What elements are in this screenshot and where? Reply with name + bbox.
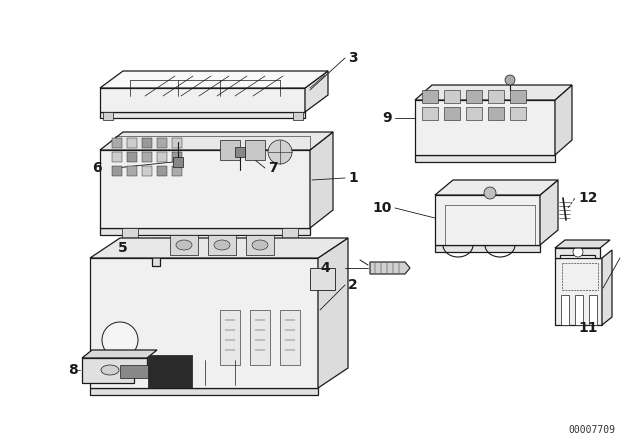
Polygon shape [82,350,157,358]
Text: 3: 3 [348,51,358,65]
Polygon shape [310,132,333,228]
Circle shape [102,322,138,358]
Polygon shape [172,166,182,176]
Polygon shape [112,166,122,176]
Polygon shape [540,180,558,245]
Ellipse shape [176,240,192,250]
Polygon shape [148,355,192,388]
Polygon shape [561,295,569,325]
Polygon shape [555,240,610,248]
Polygon shape [318,238,348,388]
Polygon shape [602,250,612,325]
Text: 10: 10 [372,201,392,215]
Polygon shape [444,90,460,103]
Polygon shape [127,152,137,162]
Circle shape [268,140,292,164]
Polygon shape [488,90,504,103]
Text: 00007709: 00007709 [568,425,615,435]
Polygon shape [422,107,438,120]
Polygon shape [100,228,310,235]
Polygon shape [415,100,555,155]
Text: 5: 5 [118,241,128,255]
Polygon shape [435,180,558,195]
Polygon shape [555,248,600,258]
Polygon shape [415,155,555,162]
Polygon shape [90,258,318,388]
Polygon shape [127,138,137,148]
Ellipse shape [214,240,230,250]
Polygon shape [310,268,335,290]
Polygon shape [142,138,152,148]
Polygon shape [435,195,540,245]
Polygon shape [100,112,305,118]
Text: 12: 12 [578,191,598,205]
Polygon shape [305,71,328,112]
Circle shape [505,75,515,85]
Polygon shape [127,166,137,176]
Polygon shape [245,140,265,160]
Polygon shape [510,107,526,120]
Polygon shape [112,138,122,148]
Polygon shape [208,235,236,255]
Polygon shape [510,90,526,103]
Polygon shape [157,166,167,176]
Ellipse shape [101,365,119,375]
Polygon shape [82,358,147,383]
Polygon shape [282,228,298,238]
Polygon shape [120,365,148,378]
Polygon shape [220,140,240,160]
Polygon shape [555,258,602,325]
Polygon shape [90,238,348,258]
Polygon shape [575,295,583,325]
Polygon shape [466,90,482,103]
Polygon shape [172,152,182,162]
Text: 8: 8 [68,363,78,377]
Polygon shape [142,152,152,162]
Polygon shape [589,295,597,325]
Text: 9: 9 [382,111,392,125]
Circle shape [484,187,496,199]
Text: 4: 4 [320,261,330,275]
Polygon shape [435,245,540,252]
Polygon shape [422,90,438,103]
Polygon shape [100,71,328,88]
Ellipse shape [252,240,268,250]
Polygon shape [100,150,310,228]
Polygon shape [246,235,274,255]
Polygon shape [488,107,504,120]
Polygon shape [100,88,305,112]
Polygon shape [555,85,572,155]
Circle shape [573,247,583,257]
Polygon shape [370,262,410,274]
Text: 7: 7 [268,161,278,175]
Polygon shape [100,132,333,150]
Polygon shape [142,166,152,176]
Polygon shape [220,310,240,365]
Polygon shape [152,238,170,266]
Polygon shape [170,235,198,255]
Polygon shape [466,107,482,120]
Polygon shape [173,157,183,167]
Polygon shape [157,152,167,162]
Polygon shape [122,228,138,238]
Polygon shape [444,107,460,120]
Polygon shape [415,85,572,100]
Polygon shape [235,147,245,157]
Polygon shape [103,112,113,120]
Text: 2: 2 [348,278,358,292]
Polygon shape [172,138,182,148]
Text: 6: 6 [92,161,102,175]
Polygon shape [280,310,300,365]
Polygon shape [157,138,167,148]
Text: 11: 11 [578,321,598,335]
Polygon shape [112,152,122,162]
Text: 1: 1 [348,171,358,185]
Polygon shape [250,310,270,365]
Polygon shape [90,388,318,395]
Polygon shape [293,112,303,120]
